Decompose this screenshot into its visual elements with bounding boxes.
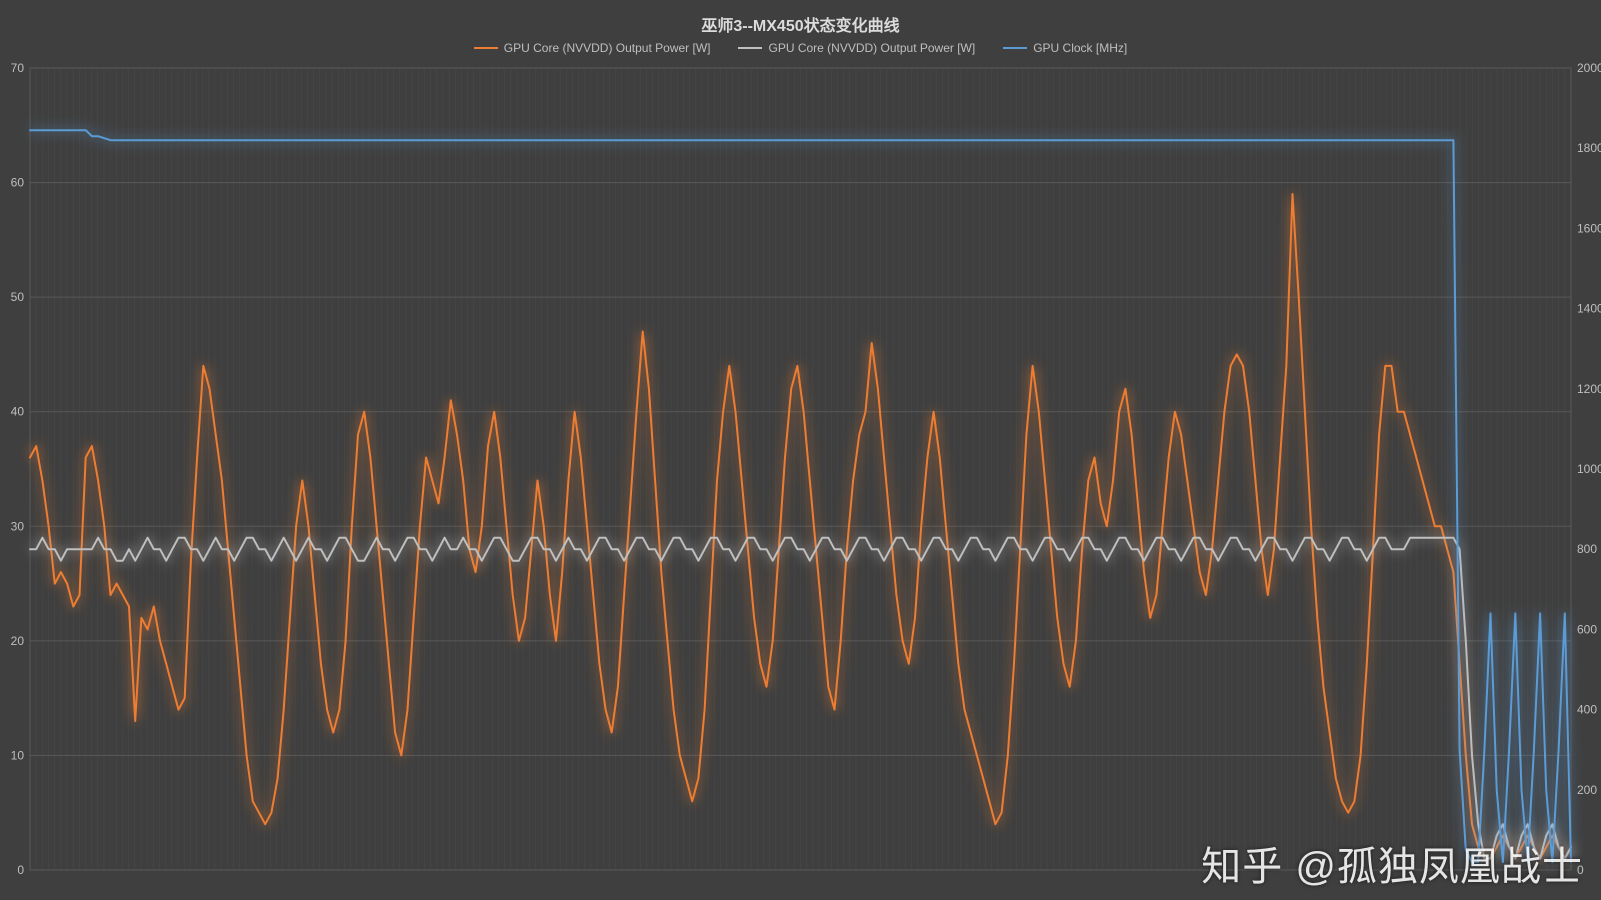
svg-text:1600: 1600	[1577, 221, 1601, 235]
svg-text:0: 0	[1577, 863, 1584, 877]
svg-text:1400: 1400	[1577, 302, 1601, 316]
svg-text:400: 400	[1577, 703, 1597, 717]
svg-text:40: 40	[11, 405, 25, 419]
svg-text:70: 70	[11, 61, 25, 75]
svg-text:30: 30	[11, 519, 25, 533]
svg-text:1800: 1800	[1577, 141, 1601, 155]
svg-text:1000: 1000	[1577, 462, 1601, 476]
svg-text:800: 800	[1577, 542, 1597, 556]
svg-text:200: 200	[1577, 783, 1597, 797]
svg-text:2000: 2000	[1577, 61, 1601, 75]
svg-text:50: 50	[11, 290, 25, 304]
svg-text:1200: 1200	[1577, 382, 1601, 396]
svg-text:600: 600	[1577, 622, 1597, 636]
chart-plot: 0 10 20 30 40 50 60 70 0 200 400 600 800 1000 1200 1400…	[0, 0, 1601, 900]
svg-text:20: 20	[11, 634, 25, 648]
svg-text:0: 0	[17, 863, 24, 877]
chart-container: 巫师3--MX450状态变化曲线 GPU Core (NVVDD) Output…	[0, 0, 1601, 900]
svg-text:10: 10	[11, 748, 25, 762]
svg-text:60: 60	[11, 176, 25, 190]
